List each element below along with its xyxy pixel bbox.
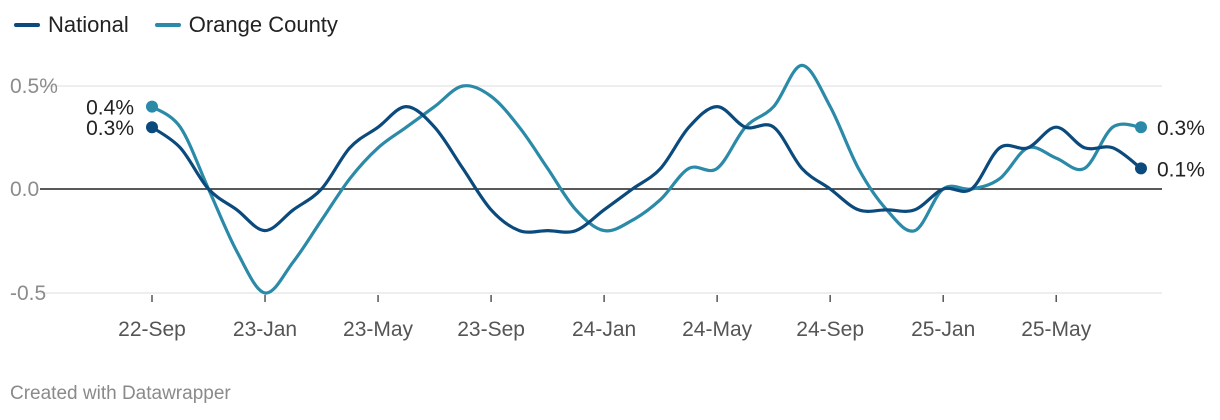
end-point-orange-county <box>1135 121 1147 134</box>
x-tick-label: 24-May <box>682 318 753 341</box>
x-tick-label: 24-Sep <box>796 318 864 341</box>
start-label-orange-county: 0.4% <box>86 97 134 120</box>
legend-item-orange-county[interactable]: Orange County <box>154 12 338 38</box>
end-point-national <box>1135 162 1147 175</box>
legend-label-orange-county: Orange County <box>188 12 338 37</box>
start-label-national: 0.3% <box>86 117 134 140</box>
x-tick-label: 23-May <box>343 318 414 341</box>
end-label-national: 0.1% <box>1157 158 1205 181</box>
y-tick-label: -0.5 <box>10 282 46 305</box>
legend-item-national[interactable]: National <box>14 12 129 38</box>
y-tick-label: 0.0 <box>10 178 39 201</box>
legend-swatch-national <box>14 23 40 27</box>
x-tick-label: 25-Jan <box>911 318 975 341</box>
start-point-national <box>146 121 158 134</box>
x-tick-label: 23-Sep <box>457 318 525 341</box>
legend-label-national: National <box>48 12 129 37</box>
y-tick-label: 0.5% <box>10 75 58 98</box>
x-tick-label: 23-Jan <box>233 318 297 341</box>
start-point-orange-county <box>146 100 158 113</box>
legend: National Orange County <box>14 12 338 38</box>
credit-text: Created with Datawrapper <box>10 383 231 404</box>
x-tick-label: 22-Sep <box>118 318 186 341</box>
end-label-orange-county: 0.3% <box>1157 117 1205 140</box>
x-tick-label: 25-May <box>1021 318 1092 341</box>
legend-swatch-orange-county <box>154 23 181 27</box>
series-line-national <box>150 105 1143 234</box>
x-tick-label: 24-Jan <box>572 318 636 341</box>
